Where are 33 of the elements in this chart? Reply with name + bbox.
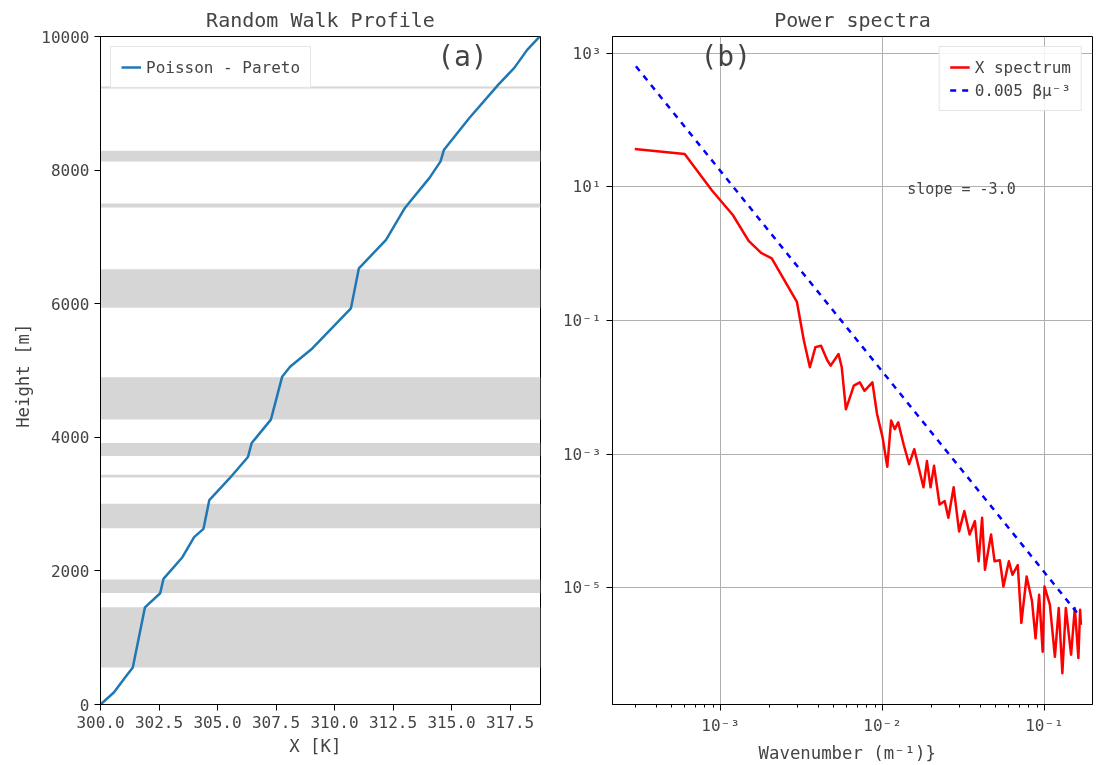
y-tick-label: 6000 <box>50 294 90 314</box>
y-tick-label: 10⁻¹ <box>562 311 602 331</box>
y-axis-title: Height [m] <box>13 323 34 428</box>
legend-label: X spectrum <box>974 57 1071 77</box>
x-tick-label: 305.0 <box>193 712 242 732</box>
x-axis-title: Wavenumber (m⁻¹)} <box>758 742 936 763</box>
chart-title: Power spectra <box>774 7 931 32</box>
y-tick-label: 8000 <box>50 161 90 181</box>
annotation: (a) <box>437 39 488 73</box>
x-axis-title: X [K] <box>289 735 342 756</box>
y-tick-label: 10¹ <box>572 177 602 197</box>
x-tick-label: 317.5 <box>485 712 535 732</box>
x-tick-label: 10⁻³ <box>701 715 740 735</box>
x-tick-label: 307.5 <box>251 712 301 732</box>
y-tick-label: 0 <box>79 695 90 715</box>
x-tick-label: 10⁻² <box>863 715 902 735</box>
y-tick-label: 10⁻³ <box>562 444 602 464</box>
x-tick-label: 10⁻¹ <box>1025 715 1064 735</box>
chart-title: Random Walk Profile <box>206 7 435 32</box>
x-tick-label: 300.0 <box>76 712 125 732</box>
annotation: slope = -3.0 <box>907 179 1016 198</box>
y-tick-label: 10000 <box>41 27 90 47</box>
y-tick-label: 2000 <box>50 561 90 581</box>
legend-label: 0.005 βμ⁻³ <box>974 80 1071 100</box>
x-tick-label: 312.5 <box>368 712 418 732</box>
y-tick-label: 10⁻⁵ <box>562 578 602 598</box>
x-tick-label: 302.5 <box>134 712 184 732</box>
legend-label: Poisson - Pareto <box>146 57 301 77</box>
x-tick-label: 315.0 <box>427 712 476 732</box>
annotation: (b) <box>700 39 752 73</box>
x-tick-label: 310.0 <box>310 712 359 732</box>
y-tick-label: 10³ <box>572 43 602 63</box>
y-tick-label: 4000 <box>50 428 90 448</box>
